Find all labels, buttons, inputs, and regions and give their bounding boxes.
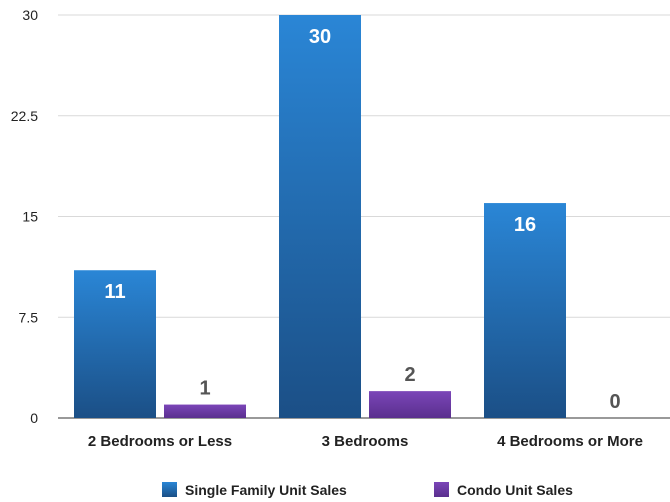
- x-category-label: 3 Bedrooms: [322, 433, 409, 450]
- data-label: 11: [104, 281, 125, 303]
- gridlines: [58, 14, 670, 419]
- x-category-label: 4 Bedrooms or More: [497, 433, 643, 450]
- legend-label: Condo Unit Sales: [457, 482, 573, 498]
- bar-condo-1: [369, 391, 451, 418]
- bar-condo-0: [164, 404, 246, 418]
- y-tick-label: 0: [30, 410, 38, 426]
- data-label: 2: [404, 364, 415, 386]
- x-category-label: 2 Bedrooms or Less: [88, 433, 232, 450]
- data-label: 30: [309, 26, 331, 48]
- bar-single-family-0: [74, 270, 156, 418]
- bar-single-family-1: [279, 15, 361, 418]
- bars: [74, 15, 566, 418]
- y-axis-ticks: 0 7.5 15 22.5 30: [11, 7, 38, 426]
- y-tick-label: 15: [22, 209, 38, 225]
- legend-label: Single Family Unit Sales: [185, 482, 347, 498]
- data-label: 0: [609, 391, 620, 413]
- y-tick-label: 22.5: [11, 108, 38, 124]
- legend-swatch: [434, 482, 449, 497]
- x-axis-categories: 2 Bedrooms or Less 3 Bedrooms 4 Bedrooms o…: [88, 433, 643, 450]
- legend-swatch: [162, 482, 177, 497]
- bar-single-family-2: [484, 203, 566, 418]
- y-tick-label: 30: [22, 7, 38, 23]
- data-label: 16: [514, 214, 536, 236]
- y-tick-label: 7.5: [19, 309, 39, 325]
- data-label: 1: [199, 378, 210, 400]
- legend: Single Family Unit Sales Condo Unit Sales: [162, 482, 573, 498]
